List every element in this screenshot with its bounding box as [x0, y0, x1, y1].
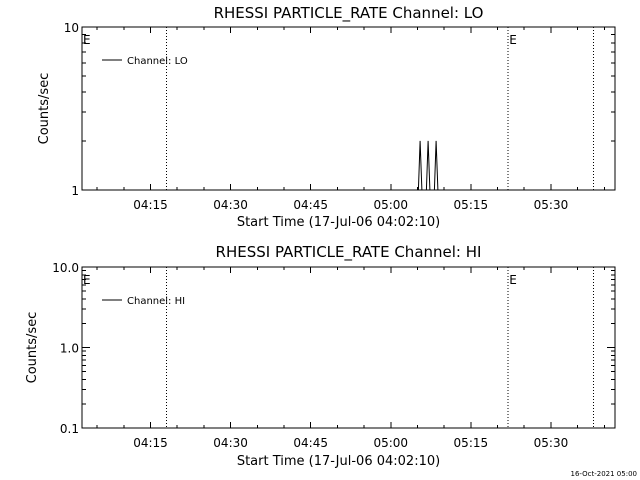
series-line	[417, 140, 439, 191]
event-marker-label: E	[509, 273, 517, 287]
x-tick-label: 05:15	[454, 436, 489, 450]
x-tick-label: 04:15	[133, 436, 168, 450]
x-tick-label: 04:30	[213, 436, 248, 450]
x-tick-label: 05:15	[454, 198, 489, 212]
y-tick-label: 10.0	[52, 261, 79, 275]
x-tick-label: 04:45	[293, 198, 328, 212]
x-tick-label: 05:30	[534, 436, 569, 450]
legend-label: Channel: LO	[127, 56, 188, 67]
y-tick-label: 1.0	[60, 342, 79, 356]
x-tick-label: 05:00	[373, 436, 408, 450]
y-tick-label: 10	[64, 21, 79, 35]
y-axis-label: Counts/sec	[25, 312, 40, 384]
corner-event-label: E	[83, 33, 91, 47]
plot-frame	[81, 26, 616, 191]
hi-channel-panel: RHESSI PARTICLE_RATE Channel: HI 04:15 04:…	[25, 243, 616, 469]
y-tick-label: 1	[71, 184, 79, 198]
corner-event-label: E	[83, 273, 91, 287]
legend-label: Channel: HI	[127, 296, 185, 307]
x-tick-label: 05:00	[373, 198, 408, 212]
x-axis-label: Start Time (17-Jul-06 04:02:10)	[237, 215, 440, 230]
x-tick-label: 04:15	[133, 198, 168, 212]
y-axis-label: Counts/sec	[37, 73, 52, 145]
chart-title: RHESSI PARTICLE_RATE Channel: LO	[214, 4, 484, 23]
event-marker-label: E	[509, 33, 517, 47]
y-tick-label: 0.1	[60, 422, 79, 436]
x-tick-label: 04:45	[293, 436, 328, 450]
chart-title: RHESSI PARTICLE_RATE Channel: HI	[216, 243, 482, 262]
generation-timestamp: 16-Oct-2021 05:00	[571, 470, 637, 478]
plot-frame	[81, 266, 616, 429]
x-tick-label: 05:30	[534, 198, 569, 212]
x-axis-label: Start Time (17-Jul-06 04:02:10)	[237, 454, 440, 469]
x-tick-label: 04:30	[213, 198, 248, 212]
lo-channel-panel: RHESSI PARTICLE_RATE Channel: LO 04:15 04:…	[37, 4, 616, 230]
